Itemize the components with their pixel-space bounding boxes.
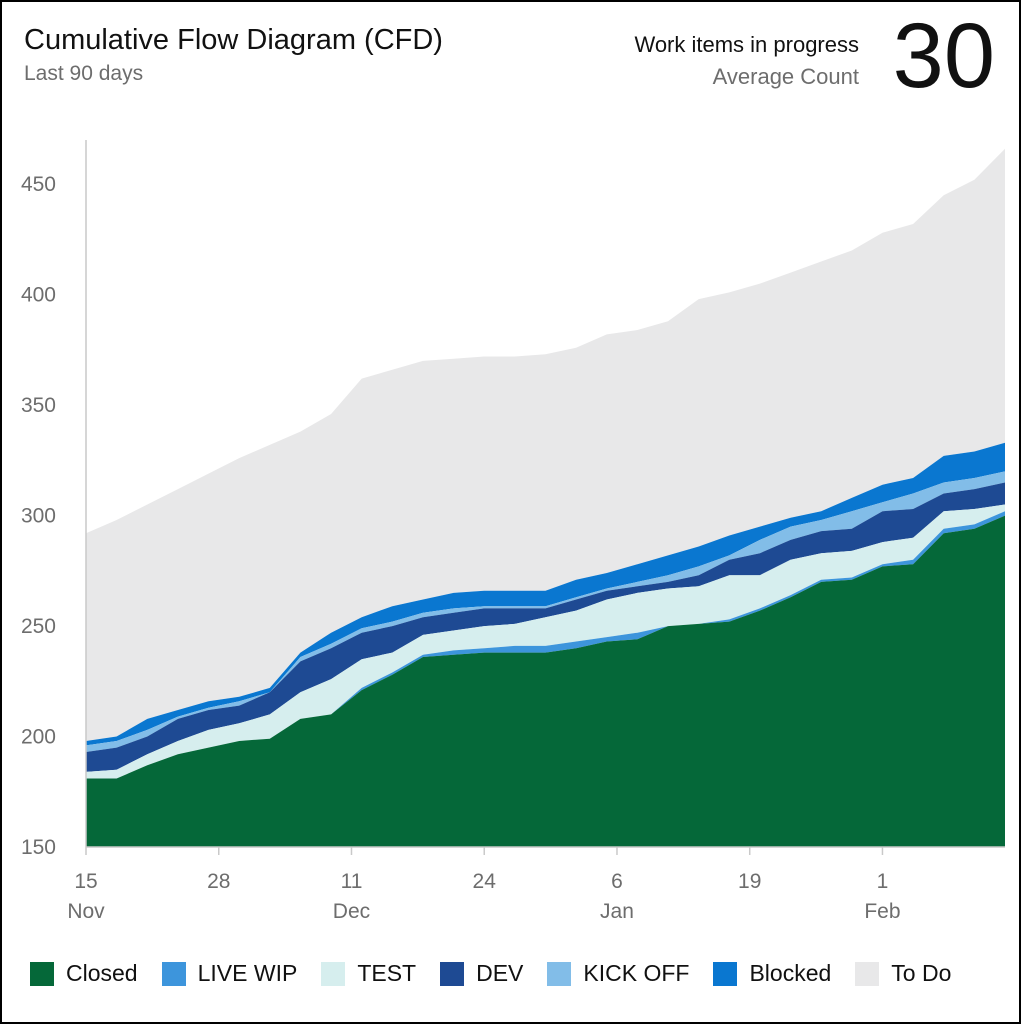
y-tick-label: 150: [21, 836, 56, 859]
x-tick-label: 19: [738, 870, 761, 893]
x-tick-label: 6: [611, 870, 623, 893]
chart-subtitle: Last 90 days: [24, 62, 144, 85]
y-tick-label: 450: [21, 173, 56, 196]
legend-label: To Do: [891, 960, 952, 986]
legend-swatch: [440, 961, 465, 986]
y-tick-label: 350: [21, 394, 56, 417]
area-test: [86, 504, 1005, 779]
legend-label: DEV: [476, 960, 524, 986]
area-to-do: [86, 148, 1005, 742]
x-tick-label: 1: [877, 870, 889, 893]
legend-item-dev[interactable]: DEV: [440, 960, 523, 987]
y-tick-label: 200: [21, 726, 56, 749]
legend-swatch: [321, 961, 346, 986]
legend-swatch: [713, 961, 738, 986]
y-tick-label: 400: [21, 284, 56, 307]
x-tick-month: Nov: [67, 900, 105, 923]
area-dev: [86, 482, 1005, 772]
legend-item-closed[interactable]: Closed: [30, 960, 138, 987]
legend-item-test[interactable]: TEST: [321, 960, 416, 987]
metric-sublabel: Average Count: [712, 64, 859, 89]
legend-item-blocked[interactable]: Blocked: [713, 960, 831, 987]
legend-swatch: [855, 961, 880, 986]
cfd-chart: 150 200 250 300 350 400 450 15 Nov 28 11 Dec 24 6 Jan 1…: [21, 140, 1005, 923]
metric-value: 30: [892, 5, 995, 107]
x-tick-label: 15: [74, 870, 97, 893]
axes-group: 150 200 250 300 350 400 450 15 Nov 28 11 Dec 24 6 Jan 1…: [21, 140, 1005, 923]
y-tick-label: 300: [21, 505, 56, 528]
x-tick-label: 11: [341, 870, 363, 893]
legend-label: KICK OFF: [583, 960, 690, 986]
area-blocked: [86, 442, 1005, 746]
legend-item-kick-off[interactable]: KICK OFF: [547, 960, 689, 987]
legend-swatch: [547, 961, 572, 986]
x-tick-month: Dec: [333, 900, 370, 923]
chart-title: Cumulative Flow Diagram (CFD): [24, 24, 443, 56]
area-closed: [86, 515, 1005, 847]
area-kick-off: [86, 471, 1005, 752]
area-series-group: [86, 148, 1005, 847]
legend-swatch: [161, 961, 186, 986]
x-tick-label: 28: [207, 870, 230, 893]
legend-label: TEST: [357, 960, 417, 986]
legend-label: LIVE WIP: [197, 960, 298, 986]
y-tick-label: 250: [21, 615, 56, 638]
metric-label: Work items in progress: [634, 32, 859, 57]
legend-label: Blocked: [749, 960, 832, 986]
legend-label: Closed: [66, 960, 138, 986]
x-tick-month: Jan: [600, 900, 634, 923]
legend-item-live-wip[interactable]: LIVE WIP: [161, 960, 298, 987]
x-tick-label: 24: [473, 870, 497, 893]
chart-legend: Closed LIVE WIP TEST DEV KICK OFF Blocked To D…: [30, 960, 975, 987]
legend-swatch: [30, 961, 54, 986]
x-tick-month: Feb: [864, 900, 900, 923]
legend-item-to-do[interactable]: To Do: [855, 960, 951, 987]
